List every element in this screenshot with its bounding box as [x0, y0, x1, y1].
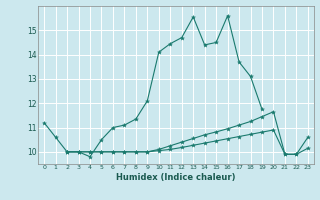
X-axis label: Humidex (Indice chaleur): Humidex (Indice chaleur) — [116, 173, 236, 182]
